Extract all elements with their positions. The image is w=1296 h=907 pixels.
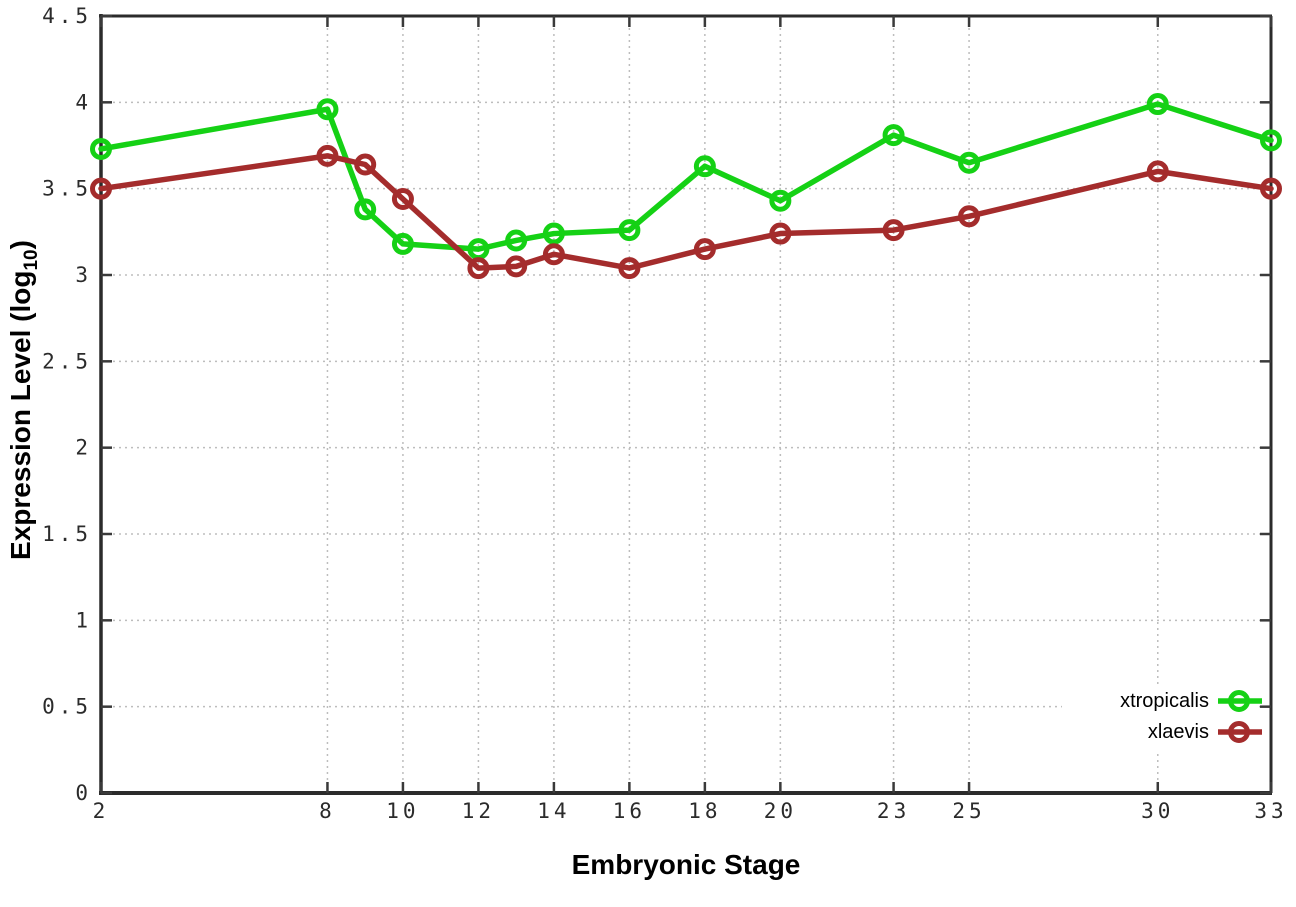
y-tick-label: 1 xyxy=(75,608,92,632)
x-tick-label: 25 xyxy=(952,799,985,823)
data-point-xlaevis xyxy=(354,153,377,176)
data-point-xtropicalis xyxy=(693,155,716,178)
data-point-xtropicalis xyxy=(618,219,641,242)
data-point-xtropicalis xyxy=(316,98,339,121)
x-tick-label: 14 xyxy=(537,799,570,823)
data-point-xlaevis xyxy=(882,219,905,242)
x-tick-label: 8 xyxy=(319,799,336,823)
data-point-xtropicalis xyxy=(542,222,565,245)
y-axis-title-suffix: ) xyxy=(5,240,37,250)
data-point-xlaevis xyxy=(316,144,339,167)
legend-item-xtropicalis: xtropicalis xyxy=(1120,687,1262,715)
data-point-xlaevis xyxy=(391,188,414,211)
legend-label-xtropicalis: xtropicalis xyxy=(1120,690,1209,712)
data-point-xtropicalis xyxy=(882,124,905,147)
legend-item-xlaevis: xlaevis xyxy=(1120,718,1262,746)
y-tick-label: 2 xyxy=(75,436,92,460)
data-point-xtropicalis xyxy=(505,229,528,252)
data-point-xlaevis xyxy=(1146,160,1169,183)
data-point-xlaevis xyxy=(1260,177,1282,200)
x-tick-label: 10 xyxy=(386,799,419,823)
data-point-xlaevis xyxy=(693,238,716,261)
legend-background xyxy=(1062,684,1258,750)
series-line-xlaevis xyxy=(98,153,1274,271)
data-point-xtropicalis xyxy=(769,189,792,212)
data-point-xlaevis xyxy=(542,243,565,266)
x-tick-label: 23 xyxy=(877,799,910,823)
y-axis-title-text: Expression Level (log xyxy=(5,270,37,560)
x-tick-label: 20 xyxy=(764,799,797,823)
x-tick-label: 33 xyxy=(1254,799,1287,823)
data-point-xlaevis xyxy=(769,222,792,245)
y-axis-title-subscript: 10 xyxy=(20,249,42,271)
data-point-xtropicalis xyxy=(354,198,377,221)
y-tick-label: 2.5 xyxy=(42,349,92,373)
y-tick-label: 4.5 xyxy=(42,4,92,28)
x-tick-label: 12 xyxy=(462,799,495,823)
data-point-xtropicalis xyxy=(1146,93,1169,116)
data-point-xtropicalis xyxy=(90,137,112,160)
line-marker-icon-xlaevis xyxy=(1218,721,1262,743)
data-point-xlaevis xyxy=(505,255,528,278)
series-line-xtropicalis xyxy=(98,101,1274,252)
data-point-xlaevis xyxy=(467,257,490,280)
y-tick-label: 0 xyxy=(75,781,92,805)
x-tick-label: 30 xyxy=(1141,799,1174,823)
data-point-xlaevis xyxy=(958,205,981,228)
y-tick-label: 1.5 xyxy=(42,522,92,546)
data-point-xtropicalis xyxy=(391,232,414,255)
data-point-xtropicalis xyxy=(1260,129,1282,152)
x-tick-label: 18 xyxy=(688,799,721,823)
data-point-xlaevis xyxy=(90,177,112,200)
y-tick-label: 4 xyxy=(75,90,92,114)
x-tick-label: 2 xyxy=(93,799,110,823)
data-point-xtropicalis xyxy=(958,151,981,174)
legend-label-xlaevis: xlaevis xyxy=(1147,721,1209,743)
line-marker-icon-xtropicalis xyxy=(1218,690,1262,712)
y-tick-label: 3.5 xyxy=(42,177,92,201)
data-point-xlaevis xyxy=(618,257,641,280)
y-axis-title: Expression Level (log10) xyxy=(5,240,43,560)
x-tick-label: 16 xyxy=(613,799,646,823)
y-tick-label: 3 xyxy=(75,263,92,287)
y-tick-label: 0.5 xyxy=(42,695,92,719)
legend: xtropicalis xlaevis xyxy=(1120,687,1262,746)
x-axis-title: Embryonic Stage xyxy=(571,849,801,880)
